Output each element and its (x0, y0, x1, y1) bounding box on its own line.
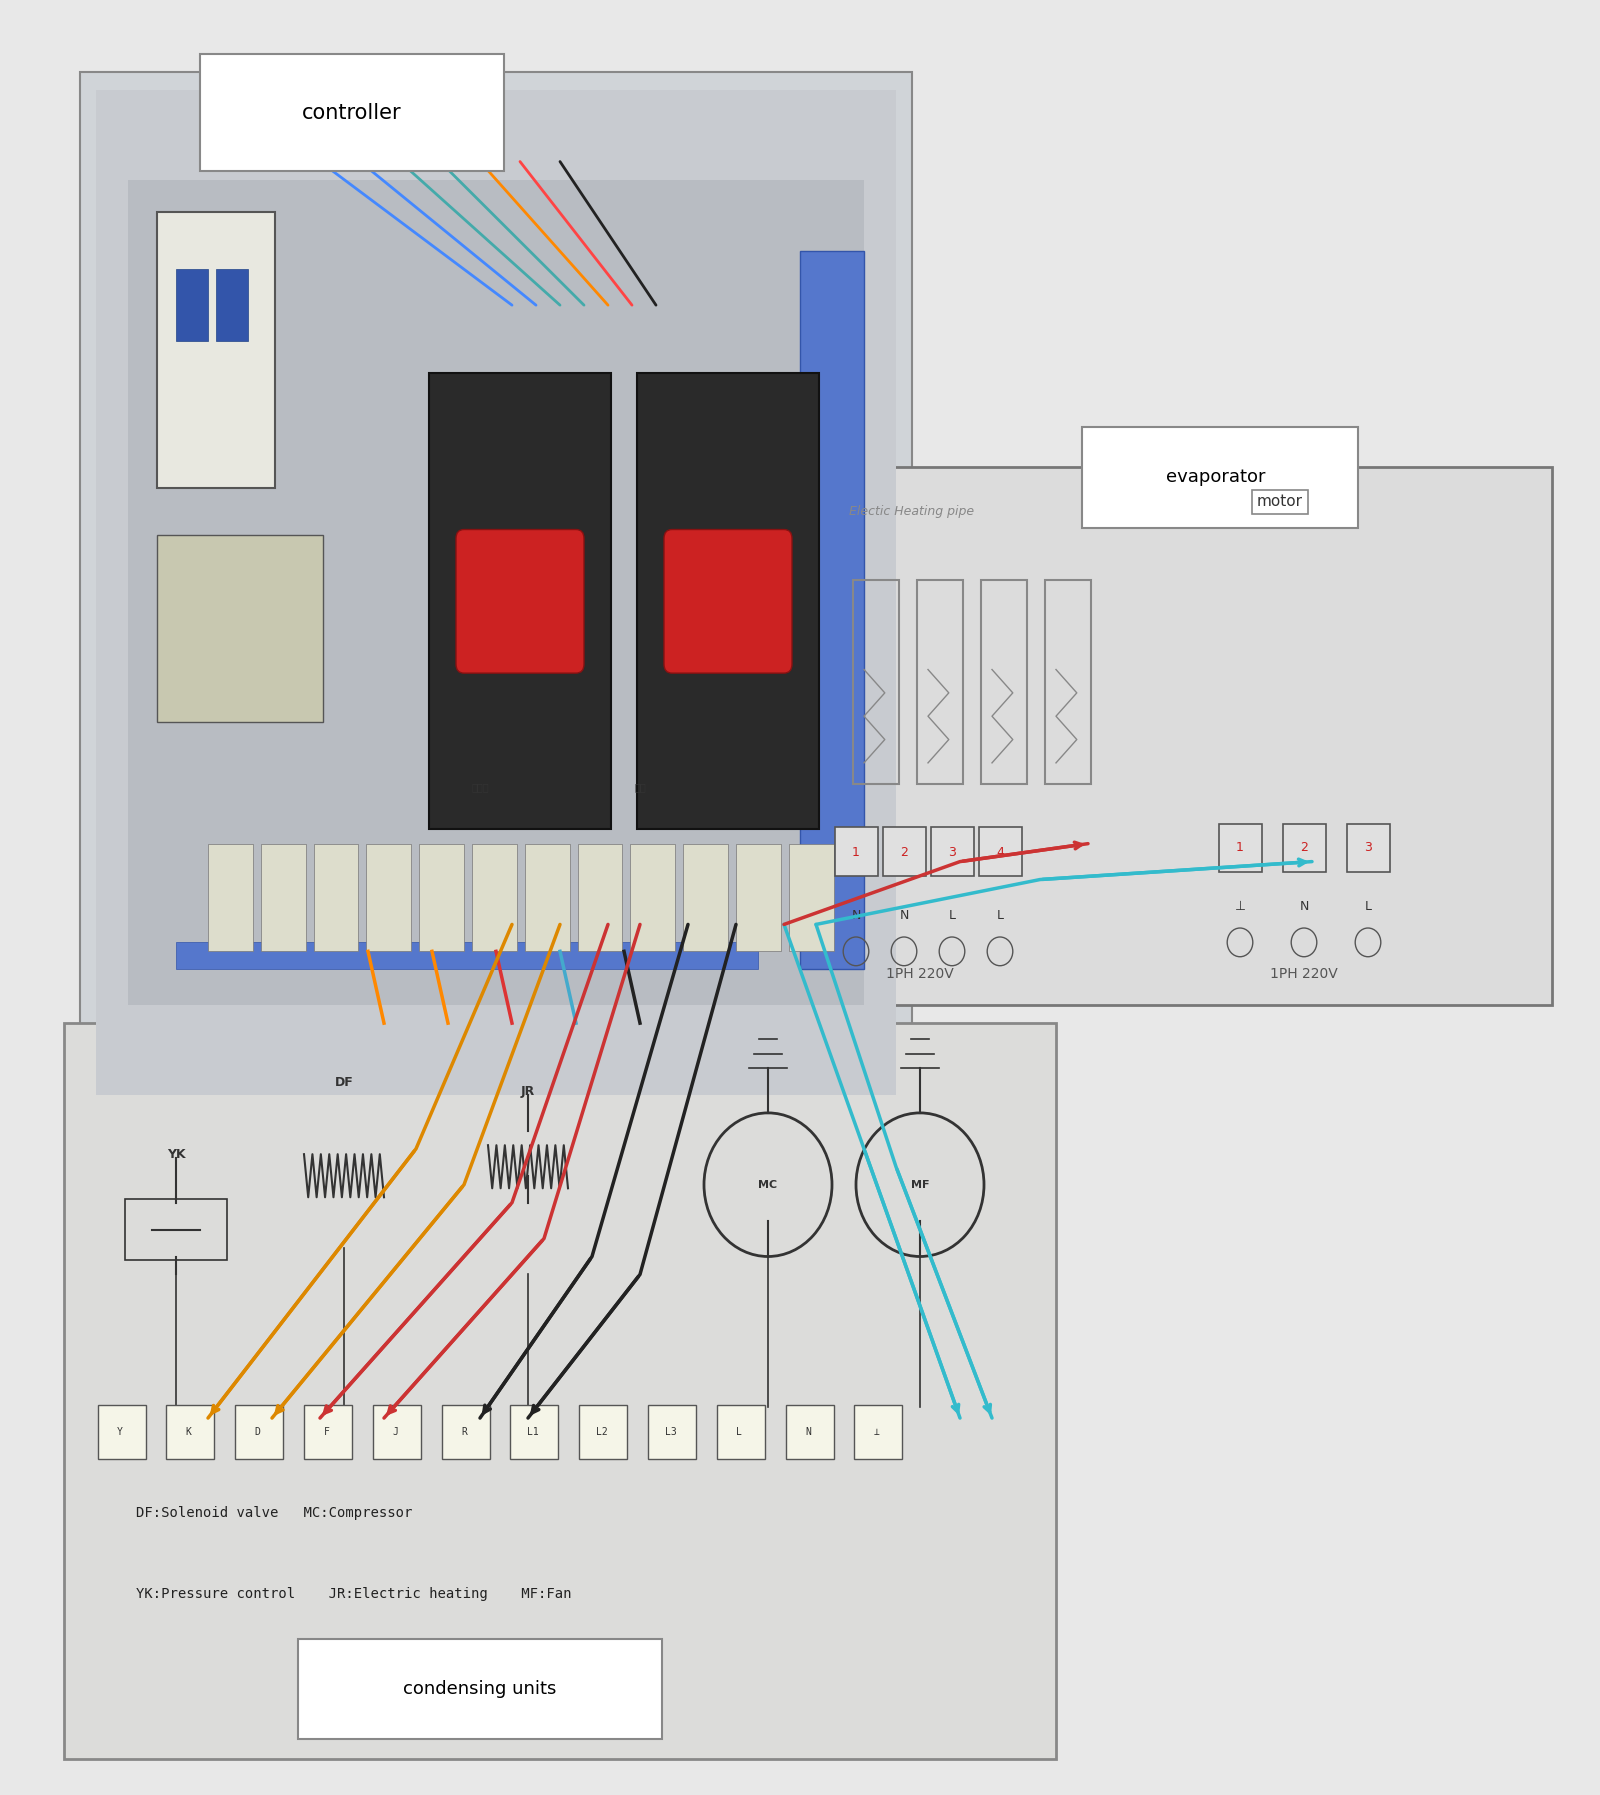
Text: 2: 2 (901, 845, 907, 860)
FancyBboxPatch shape (166, 1405, 214, 1459)
FancyBboxPatch shape (128, 180, 864, 1005)
FancyBboxPatch shape (208, 844, 253, 951)
Text: L: L (736, 1427, 742, 1438)
FancyBboxPatch shape (800, 467, 1552, 1005)
Text: L2: L2 (595, 1427, 608, 1438)
FancyBboxPatch shape (578, 844, 622, 951)
FancyBboxPatch shape (637, 373, 819, 829)
FancyBboxPatch shape (854, 1405, 902, 1459)
Text: L3: L3 (664, 1427, 677, 1438)
FancyBboxPatch shape (261, 844, 306, 951)
Text: motor: motor (1258, 494, 1302, 510)
Text: YK: YK (166, 1147, 186, 1161)
Text: 化霜: 化霜 (634, 783, 646, 792)
FancyBboxPatch shape (979, 827, 1022, 876)
Text: MF: MF (910, 1179, 930, 1190)
FancyBboxPatch shape (235, 1405, 283, 1459)
Text: D: D (254, 1427, 261, 1438)
FancyBboxPatch shape (96, 90, 896, 1095)
Text: JR: JR (522, 1084, 534, 1099)
FancyBboxPatch shape (579, 1405, 627, 1459)
FancyBboxPatch shape (176, 269, 208, 341)
Text: N: N (851, 908, 861, 923)
FancyBboxPatch shape (1347, 824, 1390, 872)
FancyBboxPatch shape (304, 1405, 352, 1459)
Text: N: N (805, 1427, 811, 1438)
FancyBboxPatch shape (789, 844, 834, 951)
FancyBboxPatch shape (298, 1639, 662, 1739)
Text: MC: MC (758, 1179, 778, 1190)
FancyBboxPatch shape (1283, 824, 1326, 872)
FancyBboxPatch shape (472, 844, 517, 951)
FancyBboxPatch shape (216, 269, 248, 341)
Text: 4: 4 (997, 845, 1003, 860)
Text: 1: 1 (853, 845, 859, 860)
Text: N: N (1299, 899, 1309, 914)
FancyBboxPatch shape (736, 844, 781, 951)
Text: 3: 3 (1365, 840, 1371, 854)
Text: Y: Y (117, 1427, 123, 1438)
FancyBboxPatch shape (648, 1405, 696, 1459)
FancyBboxPatch shape (429, 373, 611, 829)
Text: DF:Solenoid valve   MC:Compressor: DF:Solenoid valve MC:Compressor (136, 1506, 413, 1520)
FancyBboxPatch shape (717, 1405, 765, 1459)
Text: Electic Heating pipe: Electic Heating pipe (850, 504, 974, 519)
FancyBboxPatch shape (835, 827, 878, 876)
Text: 3: 3 (949, 845, 955, 860)
FancyBboxPatch shape (510, 1405, 558, 1459)
FancyBboxPatch shape (664, 530, 792, 673)
Text: L: L (949, 908, 955, 923)
Text: K: K (186, 1427, 192, 1438)
FancyBboxPatch shape (456, 530, 584, 673)
FancyBboxPatch shape (630, 844, 675, 951)
FancyBboxPatch shape (786, 1405, 834, 1459)
FancyBboxPatch shape (157, 535, 323, 722)
Text: ⊥: ⊥ (874, 1427, 880, 1438)
FancyBboxPatch shape (931, 827, 974, 876)
FancyBboxPatch shape (80, 72, 912, 1113)
Text: condensing units: condensing units (403, 1680, 557, 1698)
Text: L: L (1365, 899, 1371, 914)
FancyBboxPatch shape (525, 844, 570, 951)
FancyBboxPatch shape (442, 1405, 490, 1459)
Text: ⊥: ⊥ (1235, 899, 1245, 914)
FancyBboxPatch shape (157, 212, 275, 488)
Text: evaporator: evaporator (1166, 468, 1266, 486)
Text: YK:Pressure control    JR:Electric heating    MF:Fan: YK:Pressure control JR:Electric heating … (136, 1587, 571, 1601)
Text: 2: 2 (1301, 840, 1307, 854)
Text: N: N (899, 908, 909, 923)
FancyBboxPatch shape (373, 1405, 421, 1459)
FancyBboxPatch shape (419, 844, 464, 951)
Text: R: R (461, 1427, 467, 1438)
Text: 1PH 220V: 1PH 220V (1270, 968, 1338, 982)
FancyBboxPatch shape (366, 844, 411, 951)
FancyBboxPatch shape (1219, 824, 1262, 872)
FancyBboxPatch shape (98, 1405, 146, 1459)
Text: L1: L1 (526, 1427, 539, 1438)
FancyBboxPatch shape (314, 844, 358, 951)
Text: controller: controller (302, 102, 402, 124)
FancyBboxPatch shape (883, 827, 926, 876)
Text: 1: 1 (1237, 840, 1243, 854)
FancyBboxPatch shape (683, 844, 728, 951)
Text: F: F (323, 1427, 330, 1438)
Text: J: J (392, 1427, 398, 1438)
Text: 压缩机: 压缩机 (470, 783, 490, 792)
FancyBboxPatch shape (64, 1023, 1056, 1759)
Text: L: L (997, 908, 1003, 923)
Text: 1PH 220V: 1PH 220V (886, 968, 954, 982)
FancyBboxPatch shape (200, 54, 504, 171)
FancyBboxPatch shape (800, 251, 864, 969)
Text: DF: DF (334, 1075, 354, 1090)
FancyBboxPatch shape (1082, 427, 1358, 528)
FancyBboxPatch shape (176, 942, 758, 969)
